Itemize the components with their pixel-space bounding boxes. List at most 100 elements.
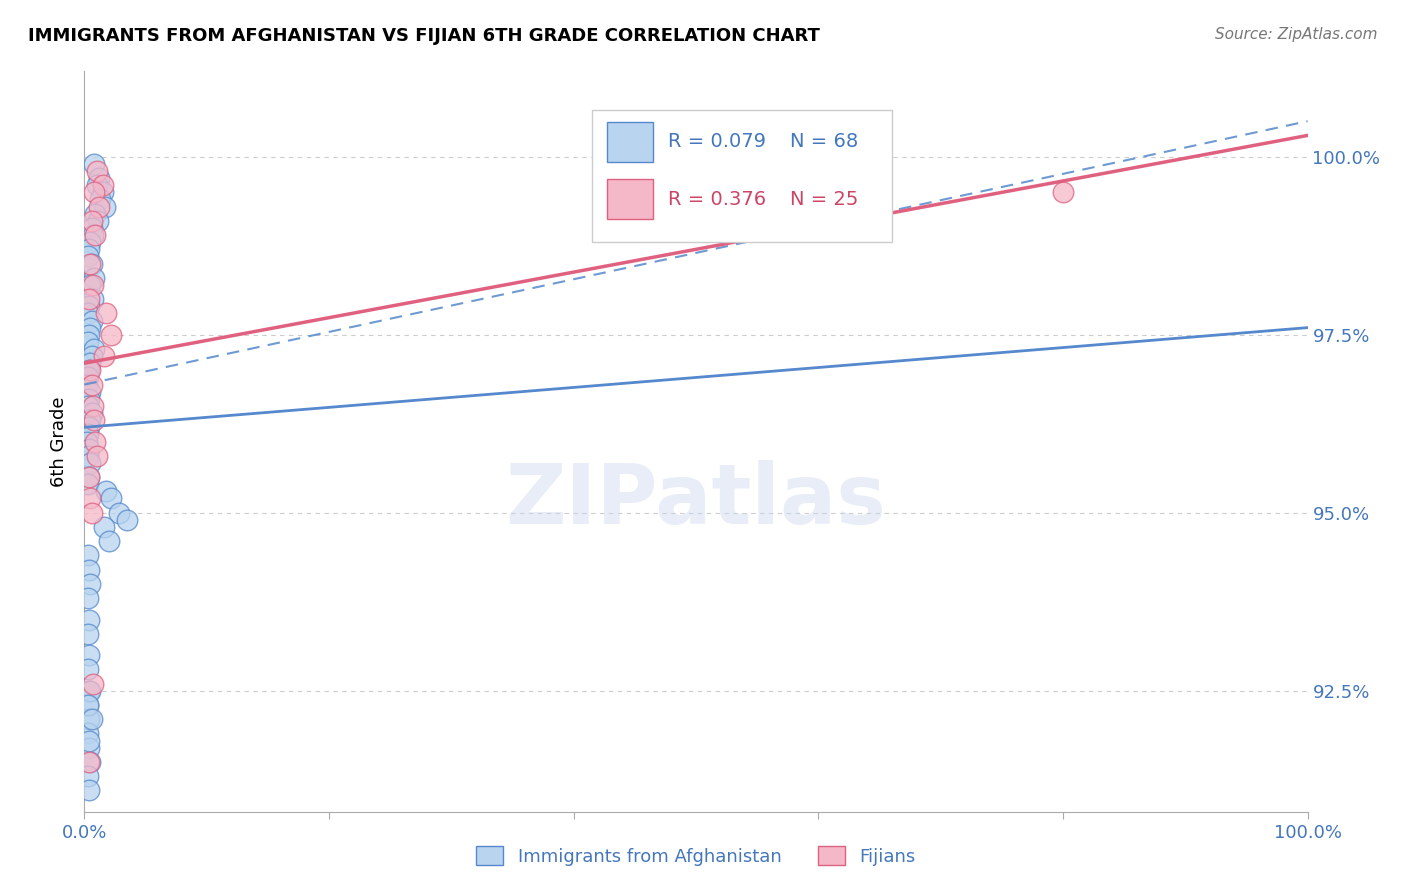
Text: IMMIGRANTS FROM AFGHANISTAN VS FIJIAN 6TH GRADE CORRELATION CHART: IMMIGRANTS FROM AFGHANISTAN VS FIJIAN 6T… [28, 27, 820, 45]
Point [685, 178, 707, 193]
Point [91, 186, 114, 200]
Point [80, 406, 103, 420]
Point [84, 207, 107, 221]
Point [77, 563, 100, 577]
Point [77, 726, 100, 740]
Point [83, 270, 105, 285]
Point [77, 363, 100, 377]
Point [91, 178, 114, 193]
Point [76, 434, 98, 449]
Text: ZIPatlas: ZIPatlas [506, 460, 886, 541]
Point [80, 377, 103, 392]
Point [87, 214, 110, 228]
Point [86, 178, 108, 193]
Point [107, 506, 129, 520]
Point [100, 327, 122, 342]
Point [77, 299, 100, 313]
Point [93, 349, 115, 363]
Point [79, 413, 101, 427]
Point [83, 413, 105, 427]
Point [84, 434, 107, 449]
Point [82, 277, 104, 292]
Point [93, 520, 115, 534]
Point [80, 221, 103, 235]
Point [87, 200, 110, 214]
Point [96, 484, 118, 499]
Point [97, 534, 120, 549]
Point [79, 577, 101, 591]
Point [79, 683, 101, 698]
Point [79, 456, 101, 470]
Point [77, 698, 100, 712]
FancyBboxPatch shape [592, 110, 891, 242]
Point [115, 513, 138, 527]
Point [77, 420, 100, 434]
Point [79, 356, 101, 370]
Point [83, 342, 105, 356]
Point [77, 755, 100, 769]
Point [80, 506, 103, 520]
Text: R = 0.079: R = 0.079 [668, 132, 766, 152]
Legend: Immigrants from Afghanistan, Fijians: Immigrants from Afghanistan, Fijians [470, 839, 922, 873]
Point [86, 164, 108, 178]
Point [96, 306, 118, 320]
Point [77, 243, 100, 257]
Point [77, 392, 100, 406]
Point [77, 683, 100, 698]
Point [77, 698, 100, 712]
Point [89, 193, 111, 207]
Point [77, 549, 100, 563]
Point [80, 214, 103, 228]
Point [77, 662, 100, 676]
Point [77, 327, 100, 342]
Point [83, 157, 105, 171]
Point [82, 292, 104, 306]
Point [79, 755, 101, 769]
Text: N = 68: N = 68 [790, 132, 859, 152]
Point [77, 427, 100, 442]
Point [77, 712, 100, 726]
Point [86, 449, 108, 463]
Point [83, 186, 105, 200]
Point [1052, 186, 1074, 200]
Y-axis label: 6th Grade: 6th Grade [51, 396, 69, 487]
Point [77, 769, 100, 783]
Point [77, 648, 100, 662]
Point [80, 256, 103, 270]
Point [94, 200, 117, 214]
Text: R = 0.376: R = 0.376 [668, 190, 766, 209]
Point [82, 399, 104, 413]
Text: N = 25: N = 25 [790, 190, 859, 209]
Point [82, 228, 104, 243]
Point [77, 591, 100, 606]
Bar [606, 178, 654, 219]
Point [76, 377, 98, 392]
Point [77, 292, 100, 306]
Text: Source: ZipAtlas.com: Source: ZipAtlas.com [1215, 27, 1378, 42]
Point [77, 306, 100, 320]
Point [77, 733, 100, 747]
Point [79, 235, 101, 250]
Point [77, 740, 100, 755]
Point [77, 626, 100, 640]
Point [77, 399, 100, 413]
Point [84, 228, 107, 243]
Point [77, 442, 100, 456]
Point [80, 313, 103, 327]
Point [79, 491, 101, 506]
Point [79, 277, 101, 292]
Point [79, 384, 101, 399]
Point [79, 320, 101, 334]
Point [77, 470, 100, 484]
Point [77, 470, 100, 484]
Point [77, 477, 100, 491]
Point [87, 171, 110, 186]
Point [79, 256, 101, 270]
Point [77, 250, 100, 264]
Point [80, 349, 103, 363]
Point [77, 449, 100, 463]
Point [77, 370, 100, 384]
Point [77, 334, 100, 349]
Point [80, 712, 103, 726]
Point [77, 613, 100, 627]
